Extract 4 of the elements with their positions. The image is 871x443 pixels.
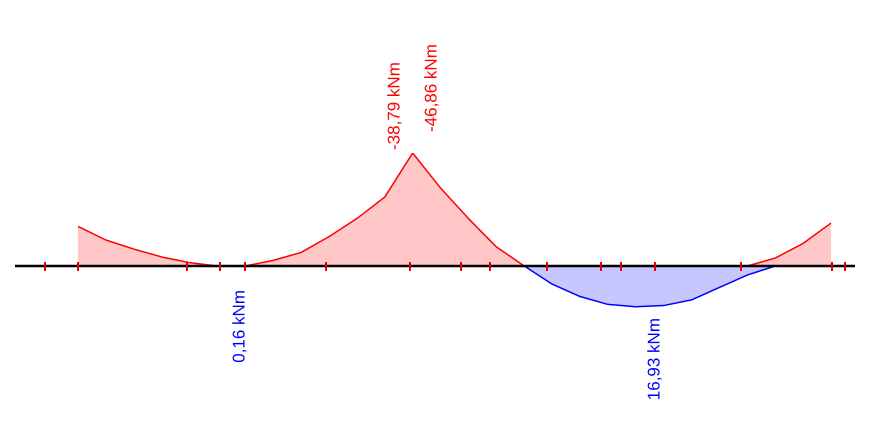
text: -46,86 kNm (422, 44, 441, 132)
text: 16,93 kNm (644, 318, 664, 400)
text: -38,79 kNm (384, 62, 404, 150)
annotation: 0,16 kNm (230, 290, 249, 363)
